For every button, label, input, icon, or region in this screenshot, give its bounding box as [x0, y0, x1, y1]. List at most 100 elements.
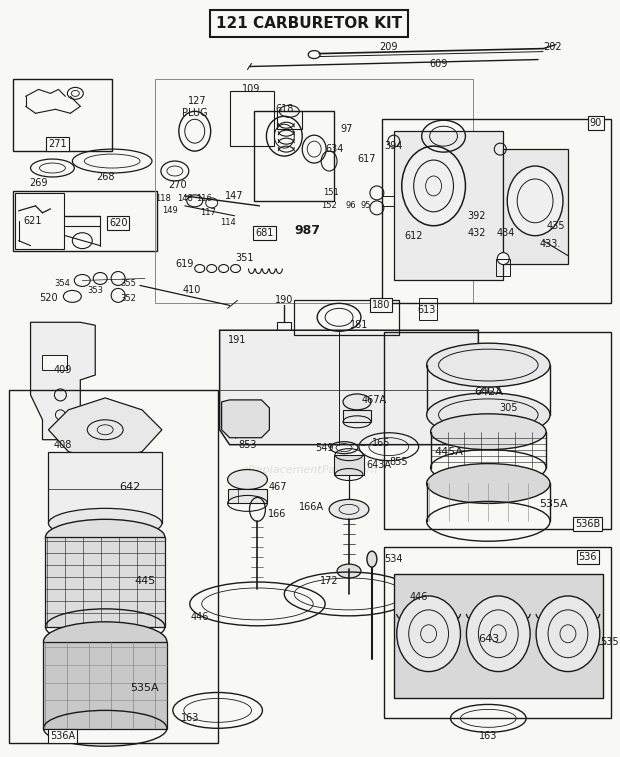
Ellipse shape — [466, 596, 530, 671]
Text: 151: 151 — [323, 188, 339, 198]
Ellipse shape — [43, 621, 167, 662]
Text: 620: 620 — [109, 218, 127, 228]
Text: 446: 446 — [190, 612, 209, 621]
Text: 394: 394 — [384, 141, 403, 151]
Text: 271: 271 — [48, 139, 67, 149]
Text: 445: 445 — [135, 576, 156, 586]
Text: 116: 116 — [196, 195, 211, 204]
Text: 621: 621 — [24, 216, 42, 226]
Bar — [12, 79, 112, 151]
Text: 536: 536 — [578, 552, 597, 562]
Ellipse shape — [507, 166, 563, 235]
Text: 855: 855 — [389, 456, 408, 466]
Text: 535A: 535A — [539, 500, 567, 509]
Text: 149: 149 — [162, 207, 178, 215]
Text: 351: 351 — [235, 253, 254, 263]
Text: 354: 354 — [55, 279, 70, 288]
Bar — [43, 355, 68, 370]
Bar — [155, 79, 474, 304]
Text: 268: 268 — [96, 172, 115, 182]
Polygon shape — [219, 330, 489, 444]
Text: 305: 305 — [499, 403, 518, 413]
Bar — [384, 547, 611, 718]
Text: 96: 96 — [346, 201, 356, 210]
Text: 181: 181 — [350, 320, 368, 330]
Text: 114: 114 — [219, 218, 236, 227]
Ellipse shape — [367, 551, 377, 567]
Text: 619: 619 — [175, 259, 194, 269]
Text: eReplacementParts.com: eReplacementParts.com — [241, 465, 378, 475]
Text: 612: 612 — [404, 231, 423, 241]
Text: 618: 618 — [275, 104, 293, 114]
Text: 166A: 166A — [299, 503, 324, 512]
Bar — [382, 120, 611, 304]
Text: 520: 520 — [39, 294, 58, 304]
Text: 163: 163 — [479, 731, 497, 741]
Text: 681: 681 — [255, 228, 273, 238]
Text: 643: 643 — [478, 634, 499, 643]
Text: 190: 190 — [275, 295, 293, 305]
Text: 642A: 642A — [474, 387, 503, 397]
Text: 410: 410 — [182, 285, 201, 295]
Polygon shape — [48, 398, 162, 462]
Text: 148: 148 — [177, 195, 193, 204]
Text: 534: 534 — [384, 554, 403, 564]
Text: 127: 127 — [188, 96, 207, 106]
Polygon shape — [221, 400, 270, 438]
Bar — [277, 322, 291, 332]
Bar — [229, 92, 275, 146]
Bar — [294, 301, 399, 335]
Text: 191: 191 — [228, 335, 247, 345]
Ellipse shape — [45, 519, 165, 555]
Text: 445A: 445A — [434, 447, 463, 456]
Bar — [394, 131, 503, 281]
Text: 434: 434 — [497, 228, 515, 238]
Text: 549: 549 — [315, 443, 334, 453]
Text: 202: 202 — [544, 42, 562, 51]
Polygon shape — [394, 574, 603, 699]
Text: 95: 95 — [361, 201, 371, 210]
Text: 446: 446 — [409, 592, 428, 602]
Text: 166: 166 — [268, 509, 286, 519]
Text: 642: 642 — [120, 482, 141, 493]
Ellipse shape — [337, 564, 361, 578]
Text: 435: 435 — [547, 221, 565, 231]
Ellipse shape — [427, 463, 550, 503]
Text: 121 CARBURETOR KIT: 121 CARBURETOR KIT — [216, 16, 402, 31]
Text: 433.: 433. — [539, 238, 560, 248]
Bar — [9, 390, 218, 743]
Ellipse shape — [536, 596, 600, 671]
Text: 172: 172 — [320, 576, 339, 586]
Bar — [254, 111, 334, 201]
Text: 90: 90 — [590, 118, 602, 128]
Ellipse shape — [497, 253, 509, 264]
Bar — [48, 452, 162, 523]
Text: 152: 152 — [321, 201, 337, 210]
Text: 853: 853 — [238, 440, 257, 450]
Bar — [45, 537, 165, 627]
Ellipse shape — [48, 509, 162, 538]
Text: 467: 467 — [268, 482, 286, 493]
Text: 536B: 536B — [575, 519, 601, 529]
Ellipse shape — [427, 393, 550, 437]
Text: 353: 353 — [87, 286, 104, 295]
Text: 97: 97 — [341, 124, 353, 134]
Bar — [228, 490, 267, 503]
Bar — [277, 111, 302, 129]
Text: 535: 535 — [600, 637, 619, 646]
Bar — [15, 193, 64, 248]
Text: 408: 408 — [53, 440, 71, 450]
Text: 617: 617 — [358, 154, 376, 164]
Ellipse shape — [431, 414, 546, 450]
Text: 613: 613 — [417, 305, 436, 316]
Text: PLUG: PLUG — [182, 108, 208, 118]
Text: 536A: 536A — [50, 731, 75, 741]
Ellipse shape — [427, 343, 550, 387]
Text: 535A: 535A — [131, 684, 159, 693]
Text: 467A: 467A — [361, 395, 386, 405]
Ellipse shape — [329, 500, 369, 519]
Bar — [343, 410, 371, 422]
Ellipse shape — [228, 469, 267, 490]
Text: 355: 355 — [120, 279, 136, 288]
Text: 643A: 643A — [366, 459, 391, 469]
